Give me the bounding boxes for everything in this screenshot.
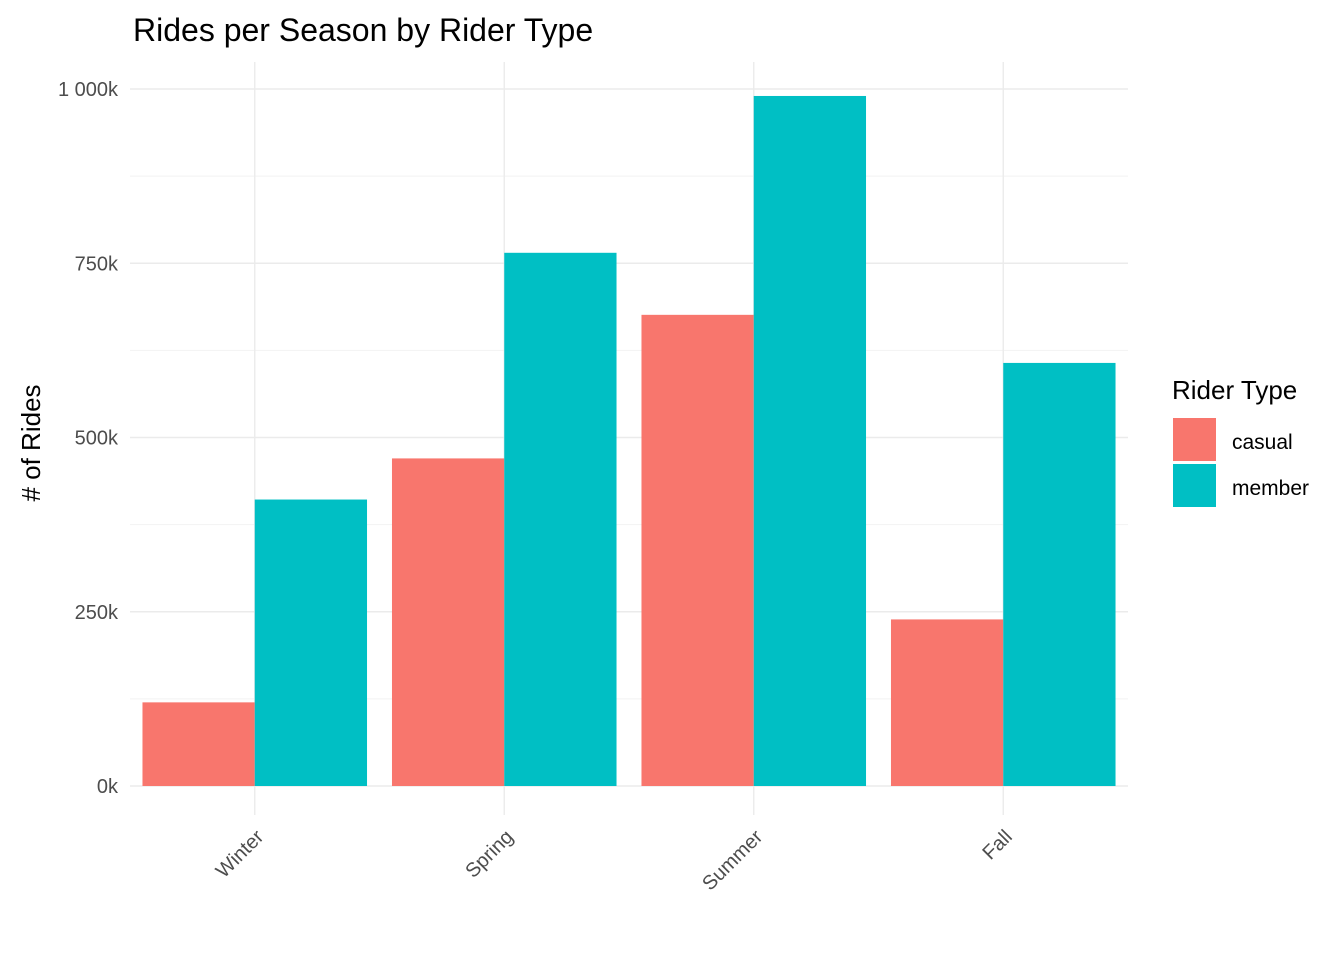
- y-tick-label: 750k: [75, 253, 119, 275]
- y-tick-label: 250k: [75, 602, 119, 624]
- legend-title: Rider Type: [1172, 375, 1297, 405]
- x-tick-label: Winter: [212, 826, 269, 883]
- legend: Rider Type casual member: [1172, 375, 1309, 507]
- x-tick-label: Fall: [978, 826, 1016, 864]
- x-tick-label: Summer: [698, 826, 767, 895]
- bars: [142, 95, 1116, 787]
- y-tick-label: 500k: [75, 428, 119, 450]
- bar-casual-winter: [142, 702, 255, 786]
- bar-member-fall: [1003, 362, 1116, 786]
- legend-key-member: [1173, 464, 1216, 507]
- bar-member-winter: [254, 499, 368, 786]
- y-tick-label: 0k: [97, 776, 119, 798]
- y-axis-ticks: 0k 250k 500k 750k 1 000k: [58, 79, 119, 798]
- bar-casual-fall: [890, 619, 1004, 786]
- x-axis-ticks: Winter Spring Summer Fall: [212, 826, 1017, 895]
- chart-title: Rides per Season by Rider Type: [133, 12, 593, 48]
- y-axis-title: # of Rides: [16, 384, 46, 501]
- legend-key-casual: [1173, 418, 1216, 461]
- bar-casual-summer: [641, 314, 754, 786]
- bar-member-spring: [504, 252, 617, 787]
- x-tick-label: Spring: [461, 826, 517, 882]
- legend-label-member: member: [1232, 477, 1309, 500]
- bar-casual-spring: [391, 458, 505, 786]
- bar-member-summer: [753, 95, 867, 787]
- legend-label-casual: casual: [1232, 431, 1293, 454]
- y-tick-label: 1 000k: [58, 79, 119, 101]
